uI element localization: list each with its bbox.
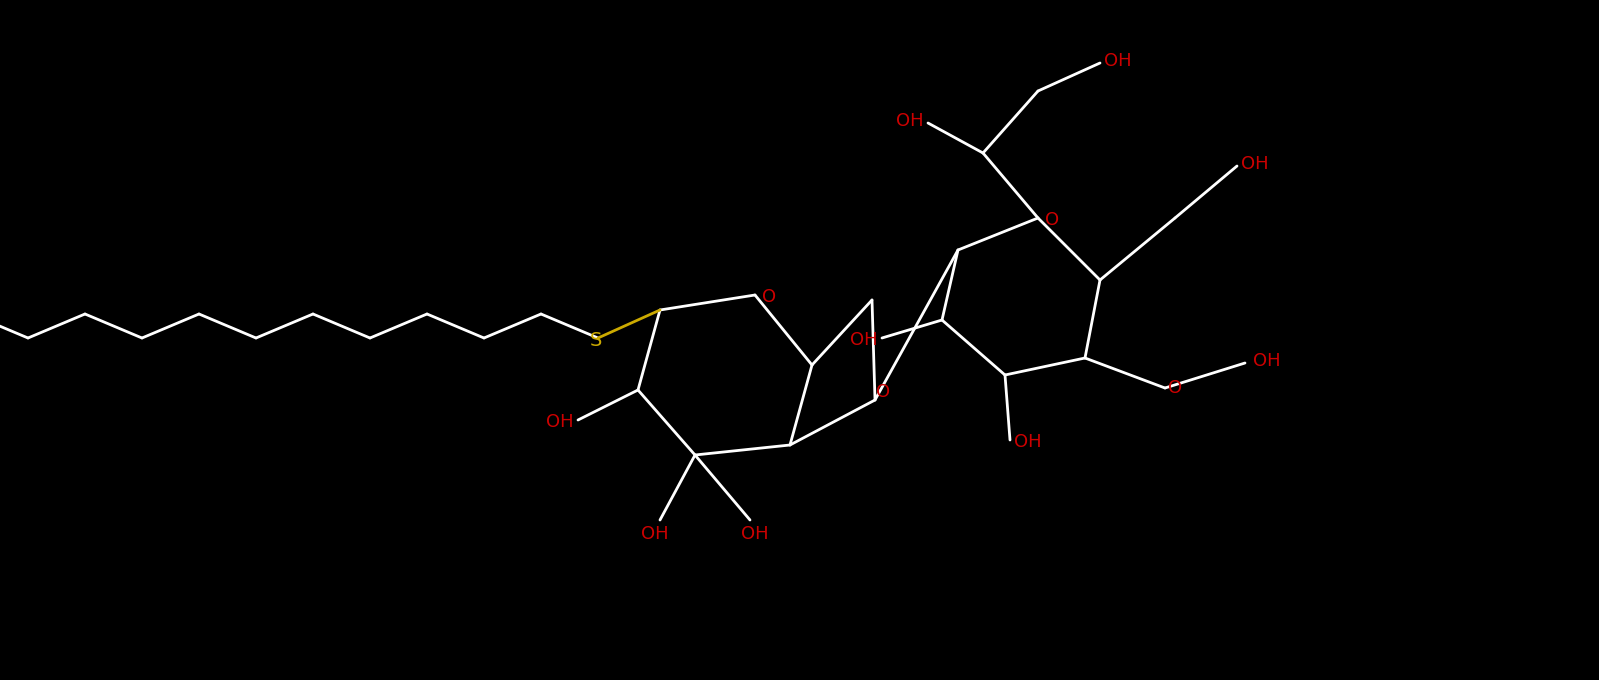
Text: O: O [1044, 211, 1059, 229]
Text: OH: OH [641, 525, 668, 543]
Text: OH: OH [547, 413, 574, 431]
Text: OH: OH [1241, 155, 1270, 173]
Text: OH: OH [1105, 52, 1132, 70]
Text: O: O [763, 288, 776, 306]
Text: OH: OH [895, 112, 924, 130]
Text: OH: OH [851, 331, 878, 349]
Text: OH: OH [742, 525, 769, 543]
Text: OH: OH [1014, 433, 1043, 451]
Text: O: O [1167, 379, 1182, 397]
Text: S: S [590, 332, 603, 350]
Text: OH: OH [1254, 352, 1281, 370]
Text: O: O [876, 383, 891, 401]
